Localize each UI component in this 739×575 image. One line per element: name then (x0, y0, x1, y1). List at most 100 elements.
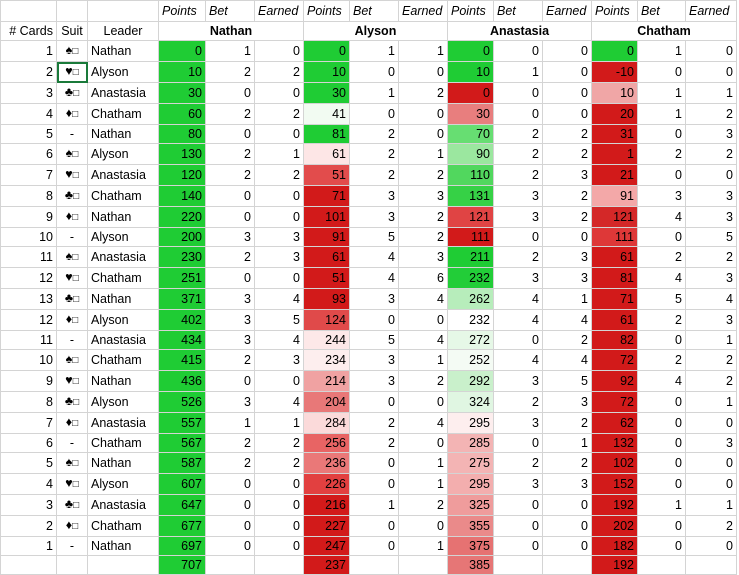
earned-cell[interactable]: 1 (398, 349, 448, 371)
earned-cell[interactable]: 2 (542, 143, 592, 165)
empty-cell[interactable] (637, 555, 686, 575)
empty-cell[interactable] (398, 555, 448, 575)
bet-cell[interactable]: 0 (349, 391, 399, 413)
earned-cell[interactable]: 2 (398, 227, 448, 247)
empty-cell[interactable] (56, 555, 88, 575)
earned-cell[interactable]: 0 (254, 124, 304, 144)
bet-cell[interactable]: 0 (637, 433, 686, 453)
earned-cell[interactable]: 3 (542, 391, 592, 413)
points-cell[interactable]: 1 (591, 143, 638, 165)
leader-cell[interactable]: Chatham (87, 103, 159, 125)
cards-cell[interactable]: 5 (0, 452, 57, 474)
suit-cell[interactable]: ♦□ (56, 206, 88, 228)
cards-cell[interactable]: 9 (0, 206, 57, 228)
bet-cell[interactable]: 0 (493, 40, 543, 62)
leader-cell[interactable]: Alyson (87, 309, 159, 331)
earned-cell[interactable]: 0 (542, 536, 592, 556)
header-cards[interactable]: # Cards (0, 21, 57, 41)
cards-cell[interactable]: 8 (0, 185, 57, 207)
earned-cell[interactable]: 0 (254, 536, 304, 556)
earned-cell[interactable]: 3 (542, 164, 592, 186)
points-cell[interactable]: 51 (303, 164, 350, 186)
earned-cell[interactable]: 1 (542, 288, 592, 310)
points-cell[interactable]: 72 (591, 349, 638, 371)
points-cell[interactable]: 111 (591, 227, 638, 247)
points-cell[interactable]: 325 (447, 494, 494, 516)
points-cell[interactable]: 355 (447, 515, 494, 537)
earned-cell[interactable]: 2 (254, 164, 304, 186)
bet-cell[interactable]: 2 (205, 103, 255, 125)
suit-cell[interactable]: ♦□ (56, 309, 88, 331)
leader-cell[interactable]: Alyson (87, 61, 159, 83)
bet-cell[interactable]: 3 (493, 412, 543, 434)
suit-cell[interactable]: ♣□ (56, 82, 88, 104)
total-points-cell[interactable]: 192 (591, 555, 638, 575)
earned-cell[interactable]: 4 (685, 288, 737, 310)
earned-cell[interactable]: 0 (685, 473, 737, 495)
points-cell[interactable]: 244 (303, 330, 350, 350)
points-cell[interactable]: 230 (158, 246, 206, 268)
points-cell[interactable]: 275 (447, 452, 494, 474)
bet-cell[interactable]: 4 (637, 206, 686, 228)
points-cell[interactable]: 72 (591, 391, 638, 413)
points-cell[interactable]: 192 (591, 494, 638, 516)
earned-cell[interactable]: 0 (254, 473, 304, 495)
points-cell[interactable]: 0 (303, 40, 350, 62)
points-cell[interactable]: 124 (303, 309, 350, 331)
bet-cell[interactable]: 2 (205, 246, 255, 268)
points-cell[interactable]: 71 (591, 288, 638, 310)
points-cell[interactable]: 227 (303, 515, 350, 537)
cards-cell[interactable]: 12 (0, 267, 57, 289)
bet-cell[interactable]: 3 (349, 370, 399, 392)
earned-cell[interactable]: 0 (685, 164, 737, 186)
points-cell[interactable]: 130 (158, 143, 206, 165)
earned-cell[interactable]: 1 (542, 433, 592, 453)
bet-cell[interactable]: 2 (349, 124, 399, 144)
header-blank-cell[interactable] (87, 0, 159, 22)
points-cell[interactable]: 567 (158, 433, 206, 453)
points-cell[interactable]: 120 (158, 164, 206, 186)
suit-cell[interactable]: ♠□ (56, 246, 88, 268)
earned-cell[interactable]: 3 (685, 267, 737, 289)
earned-cell[interactable]: 2 (254, 452, 304, 474)
earned-cell[interactable]: 1 (685, 330, 737, 350)
points-cell[interactable]: 90 (447, 143, 494, 165)
leader-cell[interactable]: Nathan (87, 40, 159, 62)
bet-cell[interactable]: 2 (205, 433, 255, 453)
bet-cell[interactable]: 1 (349, 82, 399, 104)
bet-cell[interactable]: 0 (493, 515, 543, 537)
cards-cell[interactable]: 6 (0, 143, 57, 165)
bet-cell[interactable]: 3 (205, 330, 255, 350)
earned-cell[interactable]: 3 (542, 246, 592, 268)
leader-cell[interactable]: Nathan (87, 536, 159, 556)
suit-cell[interactable]: ♥□ (56, 473, 88, 495)
player-name-header[interactable]: Chatham (591, 21, 737, 41)
earned-cell[interactable]: 0 (542, 40, 592, 62)
bet-cell[interactable]: 2 (349, 143, 399, 165)
earned-cell[interactable]: 5 (685, 227, 737, 247)
points-cell[interactable]: 434 (158, 330, 206, 350)
bet-cell[interactable]: 0 (637, 227, 686, 247)
earned-cell[interactable]: 3 (254, 227, 304, 247)
earned-cell[interactable]: 3 (685, 433, 737, 453)
bet-cell[interactable]: 0 (493, 227, 543, 247)
earned-cell[interactable]: 0 (254, 370, 304, 392)
earned-cell[interactable]: 3 (685, 124, 737, 144)
player-name-header[interactable]: Alyson (303, 21, 448, 41)
points-cell[interactable]: 232 (447, 267, 494, 289)
bet-cell[interactable]: 4 (637, 370, 686, 392)
earned-cell[interactable]: 0 (542, 82, 592, 104)
bet-cell[interactable]: 2 (637, 246, 686, 268)
points-cell[interactable]: 526 (158, 391, 206, 413)
bet-cell[interactable]: 0 (637, 61, 686, 83)
bet-cell[interactable]: 0 (205, 536, 255, 556)
earned-cell[interactable]: 4 (542, 349, 592, 371)
bet-cell[interactable]: 4 (493, 288, 543, 310)
bet-cell[interactable]: 0 (205, 494, 255, 516)
earned-cell[interactable]: 1 (685, 82, 737, 104)
points-cell[interactable]: 41 (303, 103, 350, 125)
earned-cell[interactable]: 2 (398, 370, 448, 392)
bet-cell[interactable]: 3 (493, 185, 543, 207)
earned-cell[interactable]: 5 (542, 370, 592, 392)
points-cell[interactable]: 131 (447, 185, 494, 207)
